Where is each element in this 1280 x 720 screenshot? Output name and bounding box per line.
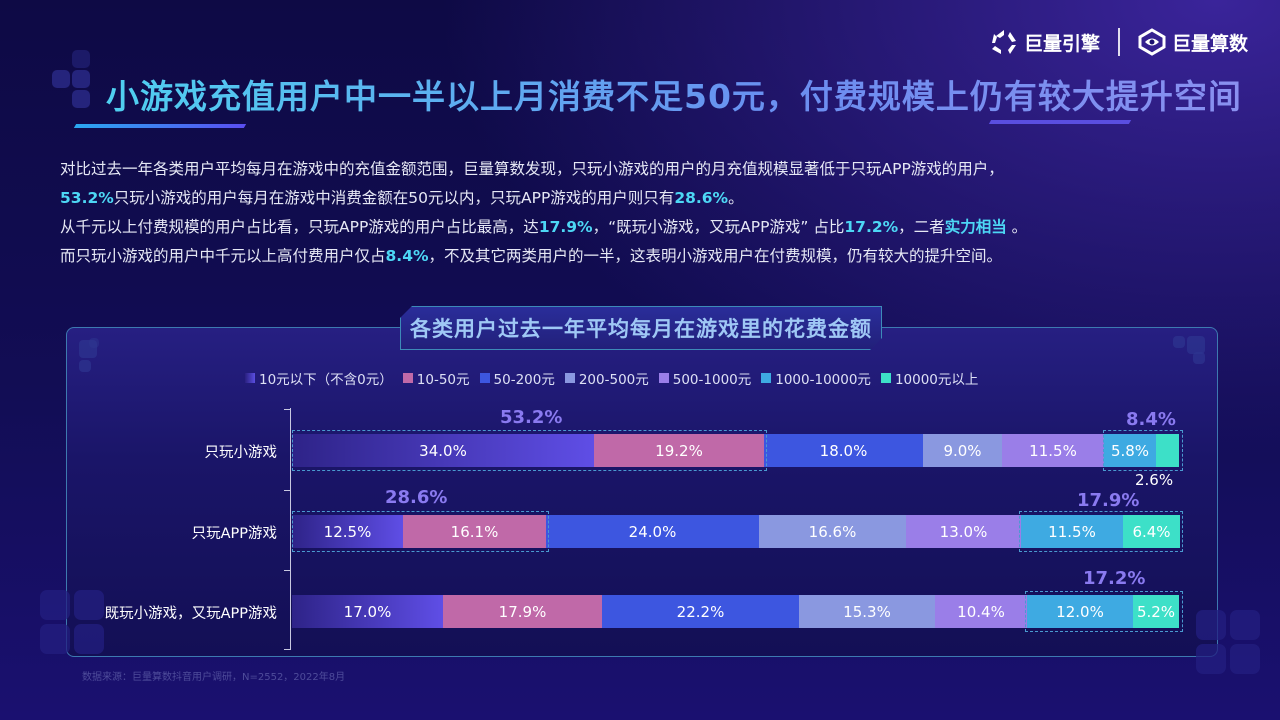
bar-segment: 13.0% bbox=[906, 515, 1021, 548]
bar-segment: 22.2% bbox=[602, 595, 799, 628]
decoration-bottom-right bbox=[1196, 610, 1266, 680]
description-text: 对比过去一年各类用户平均每月在游戏中的充值金额范围，巨量算数发现，只玩小游戏的用… bbox=[60, 155, 1240, 271]
row-label-both: 既玩小游戏，又玩APP游戏 bbox=[104, 606, 277, 622]
highlight-box-under50 bbox=[292, 511, 549, 552]
bar-segment: 5.2% bbox=[1133, 595, 1179, 628]
bar-row-mini-only: 34.0% 19.2% 18.0% 9.0% 11.5% 5.8% bbox=[292, 434, 1180, 467]
annotation-under50: 53.2% bbox=[500, 407, 563, 428]
bar-segment: 18.0% bbox=[764, 434, 923, 467]
bar-segment: 19.2% bbox=[594, 434, 764, 467]
y-axis bbox=[290, 408, 291, 650]
legend-item: 10000元以上 bbox=[880, 368, 978, 388]
bar-segment: 9.0% bbox=[923, 434, 1002, 467]
chart-title: 各类用户过去一年平均每月在游戏里的花费金额 bbox=[400, 306, 882, 350]
legend-item: 10元以下（不含0元） bbox=[245, 368, 393, 388]
highlight-box-under50 bbox=[292, 430, 767, 471]
axis-tick bbox=[284, 409, 291, 410]
annotation-over1000: 17.2% bbox=[1083, 568, 1146, 589]
bar-segment: 34.0% bbox=[292, 434, 594, 467]
legend-item: 50-200元 bbox=[479, 368, 555, 388]
chart-legend: 10元以下（不含0元） 10-50元 50-200元 200-500元 500-… bbox=[245, 368, 978, 388]
ocean-engine-name: 巨量引擎 bbox=[1023, 32, 1100, 55]
bar-segment: 11.5% bbox=[1021, 515, 1123, 548]
bar-segment: 11.5% bbox=[1002, 434, 1104, 467]
suanshu-name: 巨量算数 bbox=[1171, 32, 1248, 55]
bar-segment: 6.4% bbox=[1123, 515, 1180, 548]
axis-tick bbox=[284, 649, 291, 650]
desc-line-2: 53.2%只玩小游戏的用户每月在游戏中消费金额在50元以内，只玩APP游戏的用户… bbox=[60, 189, 744, 207]
bar-segment: 12.5% bbox=[292, 515, 403, 548]
legend-item: 200-500元 bbox=[564, 368, 649, 388]
highlight-box-over1000 bbox=[1103, 430, 1183, 471]
outside-value-label: 2.6% bbox=[1135, 471, 1174, 489]
ocean-engine-logo: 巨量引擎 bbox=[990, 29, 1100, 56]
annotation-under50: 28.6% bbox=[385, 487, 448, 508]
bar-segment: 17.0% bbox=[292, 595, 443, 628]
bar-segment bbox=[1156, 434, 1179, 467]
title-underline-right bbox=[988, 120, 1132, 124]
brand-logos: 巨量引擎 巨量算数 bbox=[990, 28, 1248, 56]
desc-line-1: 对比过去一年各类用户平均每月在游戏中的充值金额范围，巨量算数发现，只玩小游戏的用… bbox=[60, 160, 1004, 178]
legend-item: 1000-10000元 bbox=[761, 368, 871, 388]
annotation-over1000: 17.9% bbox=[1077, 490, 1140, 511]
legend-item: 500-1000元 bbox=[658, 368, 751, 388]
ocean-engine-logo-icon bbox=[991, 30, 1016, 54]
page-title: 小游戏充值用户中一半以上月消费不足50元，付费规模上仍有较大提升空间 bbox=[106, 70, 1242, 118]
annotation-over1000: 8.4% bbox=[1126, 409, 1176, 430]
title-decoration bbox=[52, 50, 110, 120]
decoration-bottom-left bbox=[40, 590, 110, 660]
desc-line-4: 而只玩小游戏的用户中千元以上高付费用户仅占8.4%，不及其它两类用户的一半，这表… bbox=[60, 247, 1003, 265]
bar-row-app-only: 12.5% 16.1% 24.0% 16.6% 13.0% 11.5% 6.4% bbox=[292, 515, 1180, 548]
title-underline-left bbox=[73, 124, 247, 128]
legend-item: 10-50元 bbox=[402, 368, 470, 388]
bar-segment: 24.0% bbox=[546, 515, 759, 548]
highlight-box-over1000 bbox=[1025, 591, 1183, 632]
suanshu-logo: 巨量算数 bbox=[1138, 28, 1248, 56]
desc-line-3: 从千元以上付费规模的用户占比看，只玩APP游戏的用户占比最高，达17.9%，“既… bbox=[60, 218, 1028, 236]
row-label-app-only: 只玩APP游戏 bbox=[191, 526, 277, 542]
bar-segment: 10.4% bbox=[935, 595, 1027, 628]
highlight-box-over1000 bbox=[1019, 511, 1183, 552]
bar-segment: 16.6% bbox=[759, 515, 906, 548]
bar-segment: 15.3% bbox=[799, 595, 935, 628]
bar-segment: 17.9% bbox=[443, 595, 602, 628]
bar-row-both: 17.0% 17.9% 22.2% 15.3% 10.4% 12.0% 5.2% bbox=[292, 595, 1180, 628]
suanshu-logo-icon bbox=[1138, 28, 1166, 56]
row-label-mini-only: 只玩小游戏 bbox=[204, 445, 278, 461]
bar-segment: 16.1% bbox=[403, 515, 546, 548]
axis-tick bbox=[284, 490, 291, 491]
bar-segment: 12.0% bbox=[1027, 595, 1133, 628]
bar-segment: 5.8% bbox=[1104, 434, 1156, 467]
data-source: 数据来源：巨量算数抖音用户调研，N=2552，2022年8月 bbox=[82, 672, 346, 683]
logo-divider bbox=[1117, 28, 1120, 56]
axis-tick bbox=[284, 570, 291, 571]
